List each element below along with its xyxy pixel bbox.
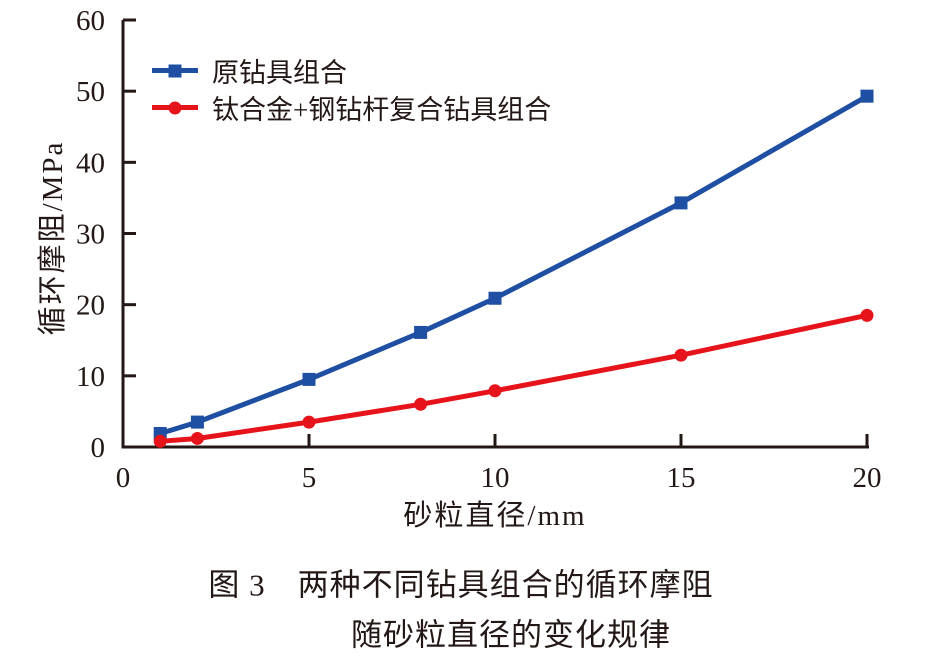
legend-label-original-drill: 原钻具组合	[212, 58, 347, 88]
series-line-1	[160, 312, 868, 444]
circle-marker-icon	[168, 101, 182, 114]
x-axis-tick-label: 10	[481, 462, 510, 494]
data-point-circle	[153, 434, 167, 448]
legend-item-original-drill: 原钻具组合	[152, 52, 551, 89]
data-point-circle	[190, 431, 204, 445]
y-axis-tick-label: 50	[76, 76, 105, 108]
legend-label-composite-drill: 钛合金+钢钻杆复合钻具组合	[212, 95, 552, 125]
square-marker-icon	[168, 64, 182, 77]
data-point-circle	[674, 348, 688, 362]
data-point-circle	[860, 308, 874, 322]
legend-line-square-marker-icon	[152, 64, 198, 77]
data-point-square	[488, 291, 502, 305]
y-axis-tick-label: 30	[76, 219, 105, 251]
data-point-square	[860, 89, 874, 103]
data-point-circle	[488, 384, 502, 398]
y-axis-tick-label: 10	[76, 361, 105, 393]
legend-item-composite-drill: 钛合金+钢钻杆复合钻具组合	[152, 89, 551, 126]
data-point-circle	[302, 415, 316, 429]
y-axis-tick-label: 0	[91, 432, 106, 464]
legend-line-circle-marker-icon	[152, 101, 198, 114]
x-axis-tick-label: 0	[116, 462, 131, 494]
data-point-circle	[414, 397, 428, 411]
x-axis-tick-label: 15	[667, 462, 696, 494]
data-point-square	[302, 372, 316, 386]
y-axis-tick-label: 60	[76, 5, 105, 37]
x-axis-tick-label: 5	[302, 462, 317, 494]
x-axis-tick-label: 20	[853, 462, 882, 494]
y-axis-tick-label: 20	[76, 290, 105, 322]
y-axis-tick-label: 40	[76, 147, 105, 179]
figure-caption-line-1: 图 3 两种不同钻具组合的循环摩阻	[208, 567, 714, 603]
figure-caption-line-2: 随砂粒直径的变化规律	[351, 617, 671, 653]
data-point-square	[190, 415, 204, 429]
series-line-0	[159, 93, 869, 436]
x-axis-title: 砂粒直径/mm	[403, 500, 587, 532]
data-point-square	[414, 325, 428, 339]
legend: 原钻具组合 钛合金+钢钻杆复合钻具组合	[152, 52, 551, 126]
data-point-square	[674, 196, 688, 210]
y-axis-title: 循环摩阻/MPa	[37, 140, 69, 336]
